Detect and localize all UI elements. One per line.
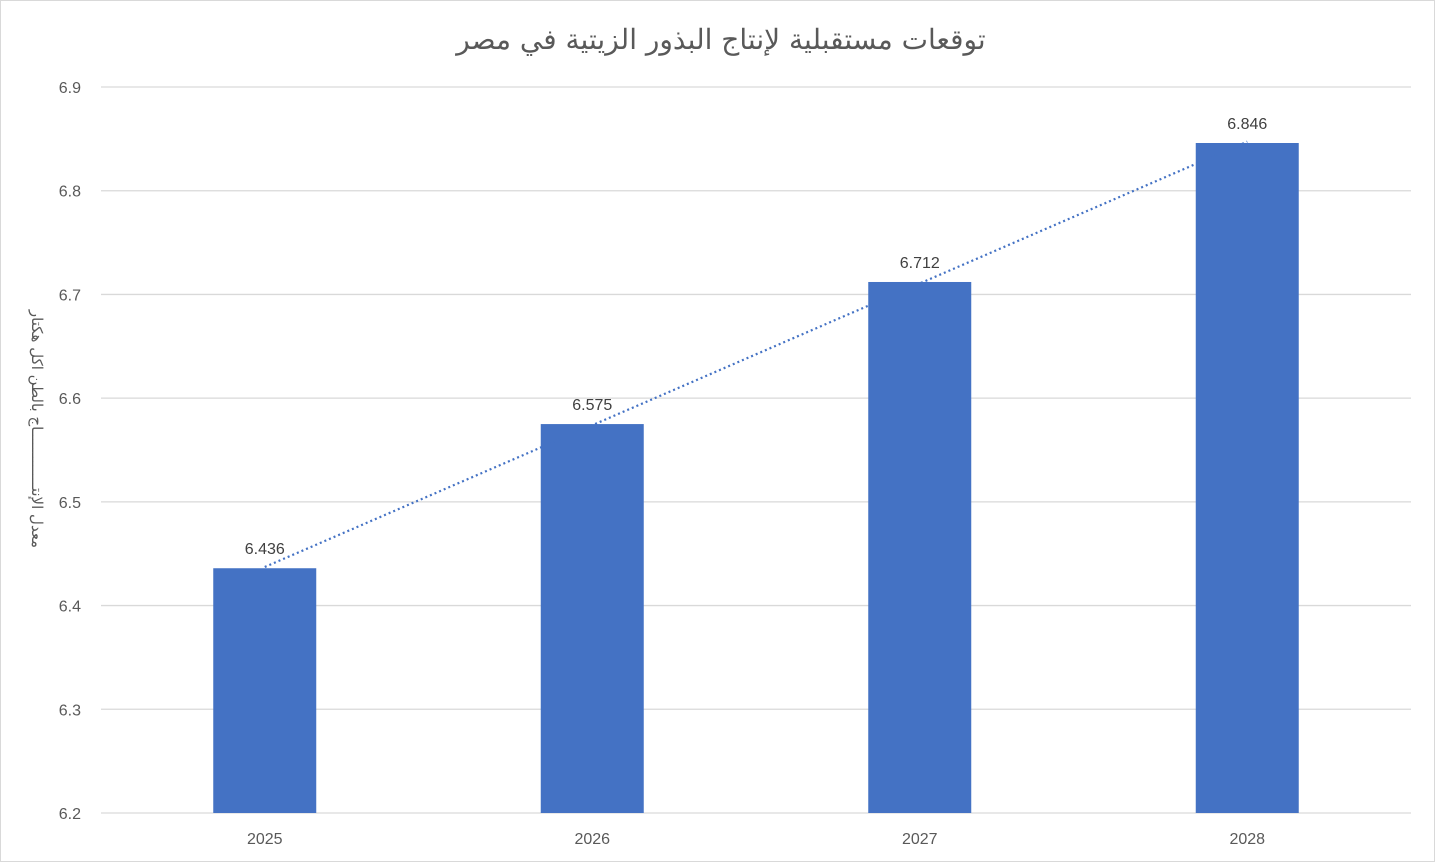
y-tick-label: 6.7	[59, 287, 81, 304]
y-axis-ticks: 6.2 6.3 6.4 6.5 6.6 6.7 6.8 6.9	[59, 80, 81, 823]
chart-title: توقعات مستقبلية لإنتاج البذور الزيتية في…	[454, 23, 985, 56]
trendline	[264, 140, 1248, 568]
bar	[1195, 143, 1299, 813]
x-axis-ticks: 2025 2026 2027 2028	[247, 831, 1265, 848]
y-tick-label: 6.8	[59, 184, 81, 201]
x-tick-label: 2028	[1229, 831, 1265, 848]
y-tick-label: 6.6	[59, 391, 81, 408]
x-tick-label: 2027	[902, 831, 938, 848]
y-tick-label: 6.3	[59, 702, 81, 719]
x-tick-label: 2026	[574, 831, 610, 848]
x-tick-label: 2025	[247, 831, 283, 848]
y-tick-label: 6.5	[59, 495, 81, 512]
bars	[213, 143, 1299, 813]
trendline-layer	[264, 140, 1248, 568]
y-tick-label: 6.4	[59, 599, 81, 616]
bar	[213, 568, 317, 813]
data-label: 6.436	[245, 541, 285, 558]
gridlines	[101, 86, 1411, 814]
data-label: 6.712	[900, 255, 940, 272]
data-label: 6.846	[1227, 116, 1267, 133]
y-tick-label: 6.9	[59, 80, 81, 97]
bar	[868, 281, 972, 813]
y-tick-label: 6.2	[59, 806, 81, 823]
y-axis-label: معدل الإنتـــــــــــــاج بالطن اكل هكتا…	[28, 309, 46, 548]
data-label: 6.575	[572, 397, 612, 414]
bar	[540, 424, 644, 813]
data-labels: 6.436 6.575 6.712 6.846	[245, 116, 1268, 558]
